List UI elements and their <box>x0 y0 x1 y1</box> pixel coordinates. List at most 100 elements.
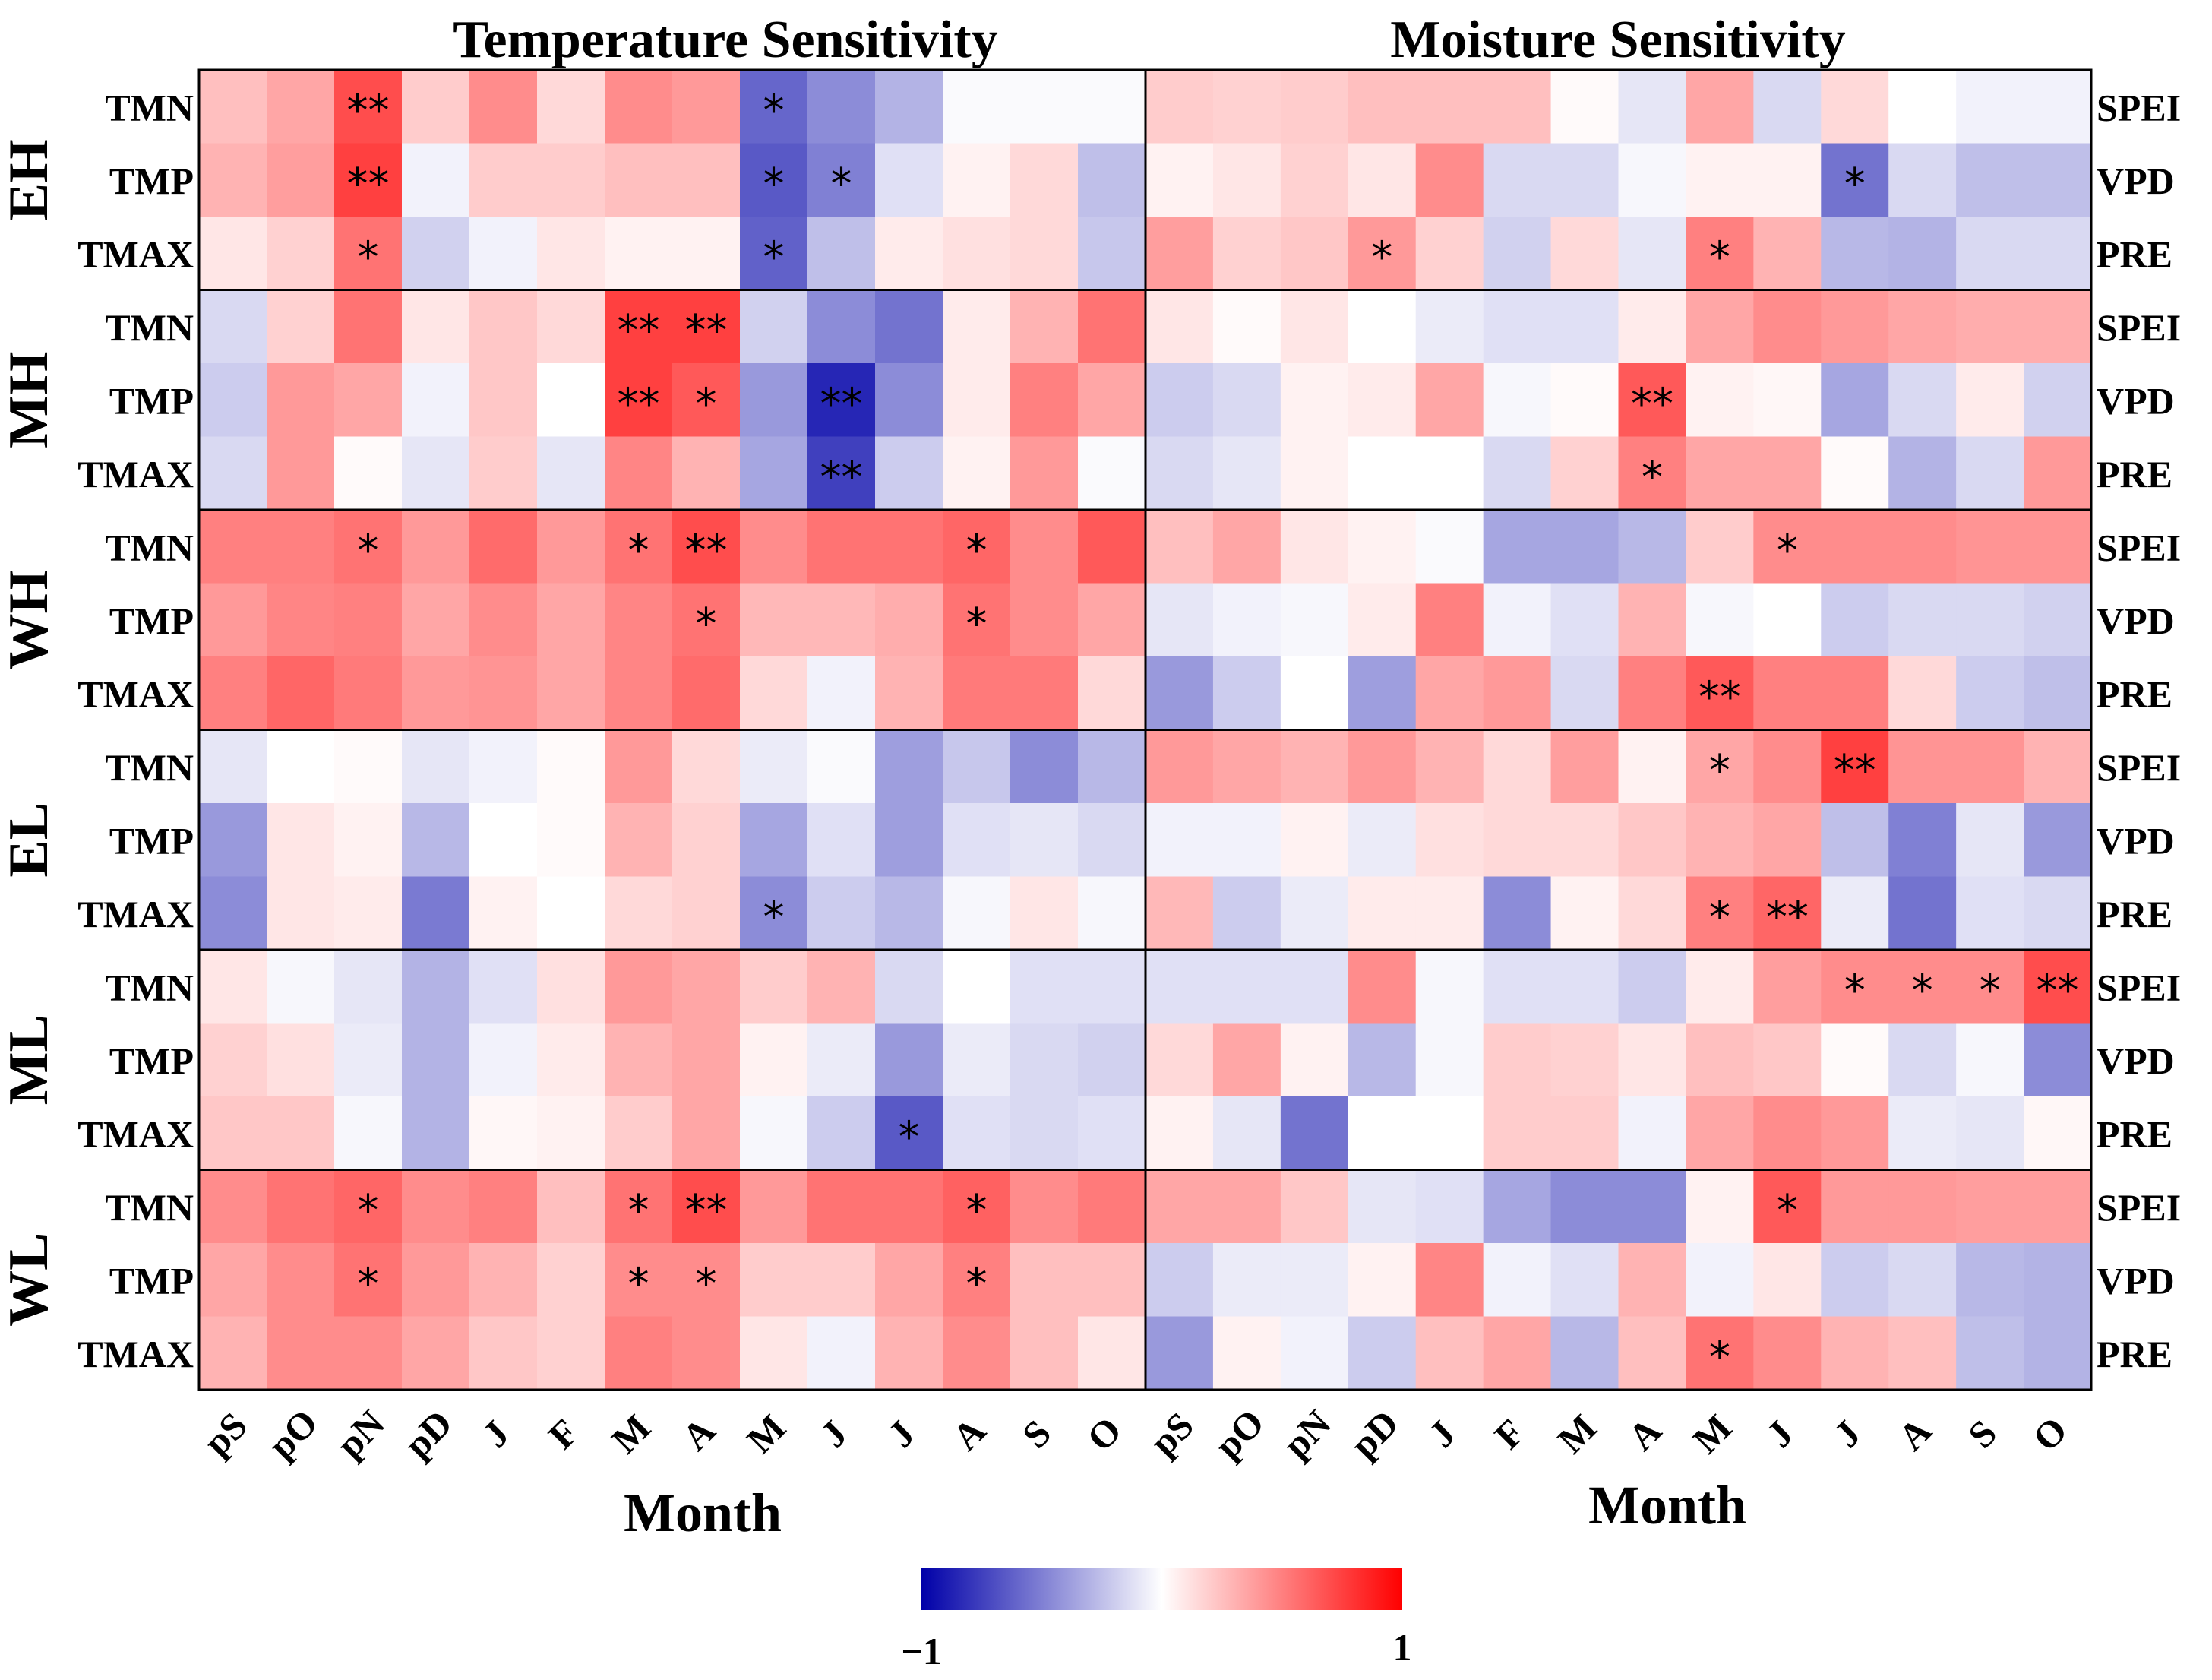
heatmap-cell-wl-tmn-4 <box>469 1169 538 1244</box>
heatmap-cell-ml-vpd-4 <box>1415 1023 1484 1097</box>
heatmap-cell-ml-vpd-5 <box>1483 1023 1552 1097</box>
heatmap-cell-wh-spei-8 <box>1686 510 1754 584</box>
heatmap-cell-mh-vpd-4 <box>1415 363 1484 438</box>
heatmap-cell-wl-pre-13 <box>2024 1316 2092 1391</box>
heatmap-cell-wl-pre-1 <box>1212 1316 1281 1391</box>
heatmap-cell-mh-spei-1 <box>1212 289 1281 364</box>
heatmap-cell-eh-spei-7 <box>1618 70 1687 144</box>
x-tick-label: pN <box>328 1402 393 1466</box>
moisture-panel: Moisture Sensitivity Month ** ******** ***… <box>1142 11 2181 1536</box>
heatmap-cell-eh-spei-2 <box>1280 70 1349 144</box>
heatmap-cell-ml-tmp-10 <box>875 1023 943 1097</box>
heatmap-cell-ml-tmax-9 <box>807 1096 876 1171</box>
heatmap-cell-eh-tmp-4 <box>469 143 538 217</box>
significance-mark: ** <box>1766 893 1809 942</box>
heatmap-cell-wh-tmn-7 <box>672 510 741 584</box>
heatmap-cell-wl-spei-8 <box>1686 1169 1754 1244</box>
heatmap-cell-el-tmn-7 <box>672 729 741 804</box>
heatmap-cell-ml-spei-9 <box>1753 950 1822 1024</box>
heatmap-cell-mh-spei-11 <box>1888 289 1957 364</box>
heatmap-cell-eh-pre-2 <box>1280 217 1349 291</box>
heatmap-cell-wl-vpd-0 <box>1146 1243 1214 1318</box>
heatmap-cell-wl-tmn-5 <box>537 1169 605 1244</box>
heatmap-cell-wh-tmn-6 <box>605 510 673 584</box>
heatmap-cell-mh-tmn-9 <box>807 289 876 364</box>
x-tick-label: J <box>1758 1412 1801 1455</box>
row-label-vpd: VPD <box>2097 1039 2175 1082</box>
heatmap-cell-wl-vpd-12 <box>1956 1243 2024 1318</box>
heatmap-cell-wl-spei-1 <box>1212 1169 1281 1244</box>
heatmap-cell-el-pre-0 <box>1146 876 1214 951</box>
heatmap-cell-eh-tmax-2 <box>334 217 403 291</box>
heatmap-cell-wh-tmn-5 <box>537 510 605 584</box>
heatmap-cell-eh-tmax-13 <box>1078 217 1146 291</box>
heatmap-cell-mh-tmax-5 <box>537 436 605 511</box>
row-label-tmp: TMP <box>109 600 194 642</box>
heatmap-cell-wl-pre-11 <box>1888 1316 1957 1391</box>
x-tick-label: M <box>1684 1406 1740 1461</box>
heatmap-cell-mh-pre-12 <box>1956 436 2024 511</box>
heatmap-cell-wh-spei-9 <box>1753 510 1822 584</box>
heatmap-cell-mh-tmp-6 <box>605 363 673 438</box>
x-tick-label: A <box>674 1409 723 1458</box>
significance-mark: ** <box>1698 672 1741 722</box>
heatmap-cell-ml-tmax-10 <box>875 1096 943 1171</box>
heatmap-cell-wl-vpd-3 <box>1348 1243 1417 1318</box>
heatmap-cell-wl-pre-9 <box>1753 1316 1822 1391</box>
heatmap-cell-ml-vpd-7 <box>1618 1023 1687 1097</box>
significance-mark: ** <box>1834 746 1876 796</box>
heatmap-cell-ml-pre-3 <box>1348 1096 1417 1171</box>
significance-mark: * <box>763 86 785 135</box>
heatmap-cell-ml-tmax-5 <box>537 1096 605 1171</box>
row-label-pre: PRE <box>2097 893 2172 935</box>
significance-mark: * <box>628 1186 649 1235</box>
heatmap-cell-el-spei-12 <box>1956 729 2024 804</box>
heatmap-cell-wh-tmax-9 <box>807 656 876 731</box>
heatmap-cell-el-vpd-5 <box>1483 803 1552 878</box>
heatmap-cell-ml-vpd-3 <box>1348 1023 1417 1097</box>
heatmap-cell-mh-tmn-8 <box>740 289 808 364</box>
heatmap-cell-wh-vpd-13 <box>2024 583 2092 657</box>
heatmap-cell-wh-vpd-9 <box>1753 583 1822 657</box>
heatmap-cell-wl-tmax-0 <box>199 1316 267 1391</box>
heatmap-cell-wl-vpd-4 <box>1415 1243 1484 1318</box>
heatmap-cell-mh-tmp-9 <box>807 363 876 438</box>
heatmap-cell-el-vpd-4 <box>1415 803 1484 878</box>
heatmap-cell-ml-tmp-9 <box>807 1023 876 1097</box>
heatmap-cell-ml-vpd-6 <box>1550 1023 1620 1097</box>
x-tick-label: pD <box>396 1402 460 1466</box>
heatmap-cell-wh-tmp-3 <box>402 583 470 657</box>
heatmap-cell-eh-pre-13 <box>2024 217 2092 291</box>
heatmap-cell-wl-vpd-7 <box>1618 1243 1687 1318</box>
x-tick-label: J <box>1420 1412 1464 1455</box>
heatmap-cell-mh-tmp-1 <box>267 363 335 438</box>
heatmap-cell-mh-pre-10 <box>1821 436 1889 511</box>
heatmap-cell-wl-tmn-8 <box>740 1169 808 1244</box>
heatmap-cell-eh-vpd-11 <box>1888 143 1957 217</box>
heatmap-cell-wh-tmn-8 <box>740 510 808 584</box>
heatmap-cell-el-pre-3 <box>1348 876 1417 951</box>
heatmap-cell-wl-spei-11 <box>1888 1169 1957 1244</box>
heatmap-cell-ml-tmax-7 <box>672 1096 741 1171</box>
heatmap-cell-el-tmax-4 <box>469 876 538 951</box>
heatmap-cell-eh-vpd-3 <box>1348 143 1417 217</box>
heatmap-cell-wh-spei-10 <box>1821 510 1889 584</box>
heatmap-cell-el-vpd-0 <box>1146 803 1214 878</box>
heatmap-cell-mh-tmax-11 <box>943 436 1011 511</box>
heatmap-cell-mh-tmp-5 <box>537 363 605 438</box>
heatmap-cell-wh-vpd-5 <box>1483 583 1552 657</box>
heatmap-cell-wh-spei-0 <box>1146 510 1214 584</box>
heatmap-cell-wh-pre-11 <box>1888 656 1957 731</box>
heatmap-cell-mh-tmn-10 <box>875 289 943 364</box>
heatmap-cell-wh-pre-0 <box>1146 656 1214 731</box>
heatmap-cell-wl-spei-9 <box>1753 1169 1822 1244</box>
heatmap-cell-eh-pre-3 <box>1348 217 1417 291</box>
heatmap-cell-ml-pre-1 <box>1212 1096 1281 1171</box>
heatmap-cell-eh-tmax-8 <box>740 217 808 291</box>
heatmap-cell-wl-tmp-1 <box>267 1243 335 1318</box>
heatmap-cell-el-spei-10 <box>1821 729 1889 804</box>
heatmap-cell-ml-pre-2 <box>1280 1096 1349 1171</box>
heatmap-cell-ml-tmax-4 <box>469 1096 538 1171</box>
heatmap-cell-mh-spei-10 <box>1821 289 1889 364</box>
row-label-tmp: TMP <box>109 1259 194 1302</box>
